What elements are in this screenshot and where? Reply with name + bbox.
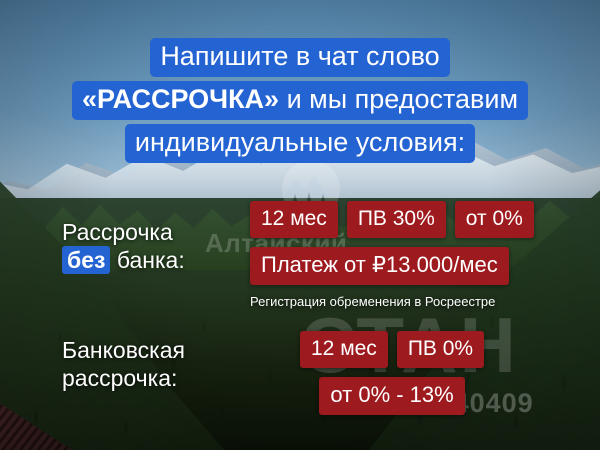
headline-line-3-text: индивидуальные условия: — [124, 124, 476, 163]
offer-no-bank-label-rest: банка: — [110, 247, 185, 274]
badge-term: 12 мес — [250, 201, 338, 238]
headline-line-2: «РАССРОЧКА» и мы предоставим — [0, 81, 600, 120]
offer-bank-label-line-1: Банковская — [62, 337, 185, 363]
offer-no-bank-label: Рассрочка без банка: — [62, 218, 185, 275]
offer-no-bank-note: Регистрация обременения в Росреестре — [250, 294, 496, 309]
offer-no-bank-label-highlight: без — [62, 246, 111, 275]
badge-rate: от 0% — [454, 201, 534, 238]
offer-bank-badges: 12 мес ПВ 0% от 0% - 13% — [300, 331, 485, 415]
offer-no-bank-label-line-1: Рассрочка — [62, 219, 173, 245]
offer-bank-label: Банковская рассрочка: — [62, 336, 185, 392]
headline: Напишите в чат слово «РАССРОЧКА» и мы пр… — [0, 38, 600, 167]
headline-line-2-rest: и мы предоставим — [279, 84, 519, 114]
offer-no-bank-badges: 12 мес ПВ 30% от 0% Платеж от ₽13.000/ме… — [250, 201, 534, 309]
headline-line-2-chip: «РАССРОЧКА» и мы предоставим — [71, 81, 529, 120]
headline-line-1: Напишите в чат слово — [0, 38, 600, 77]
headline-line-3: индивидуальные условия: — [0, 124, 600, 163]
badge-monthly-payment: Платеж от ₽13.000/мес — [250, 247, 509, 285]
headline-keyword: «РАССРОЧКА» — [81, 84, 280, 114]
badge-bank-term: 12 мес — [300, 331, 388, 368]
offer-no-bank-badge-row-2: Платеж от ₽13.000/мес — [250, 247, 534, 285]
offer-bank-badge-row-2: от 0% - 13% — [300, 377, 484, 415]
offer-bank-label-line-2: рассрочка: — [62, 365, 178, 392]
offer-no-bank-label-line-2: без банка: — [62, 246, 185, 275]
badge-downpayment: ПВ 30% — [346, 201, 446, 238]
offer-no-bank-badge-row: 12 мес ПВ 30% от 0% — [250, 201, 534, 238]
badge-bank-rate-range: от 0% - 13% — [319, 377, 465, 415]
headline-line-1-text: Напишите в чат слово — [150, 38, 450, 77]
offer-bank-badge-row: 12 мес ПВ 0% — [300, 331, 485, 368]
badge-bank-downpayment: ПВ 0% — [396, 331, 485, 368]
